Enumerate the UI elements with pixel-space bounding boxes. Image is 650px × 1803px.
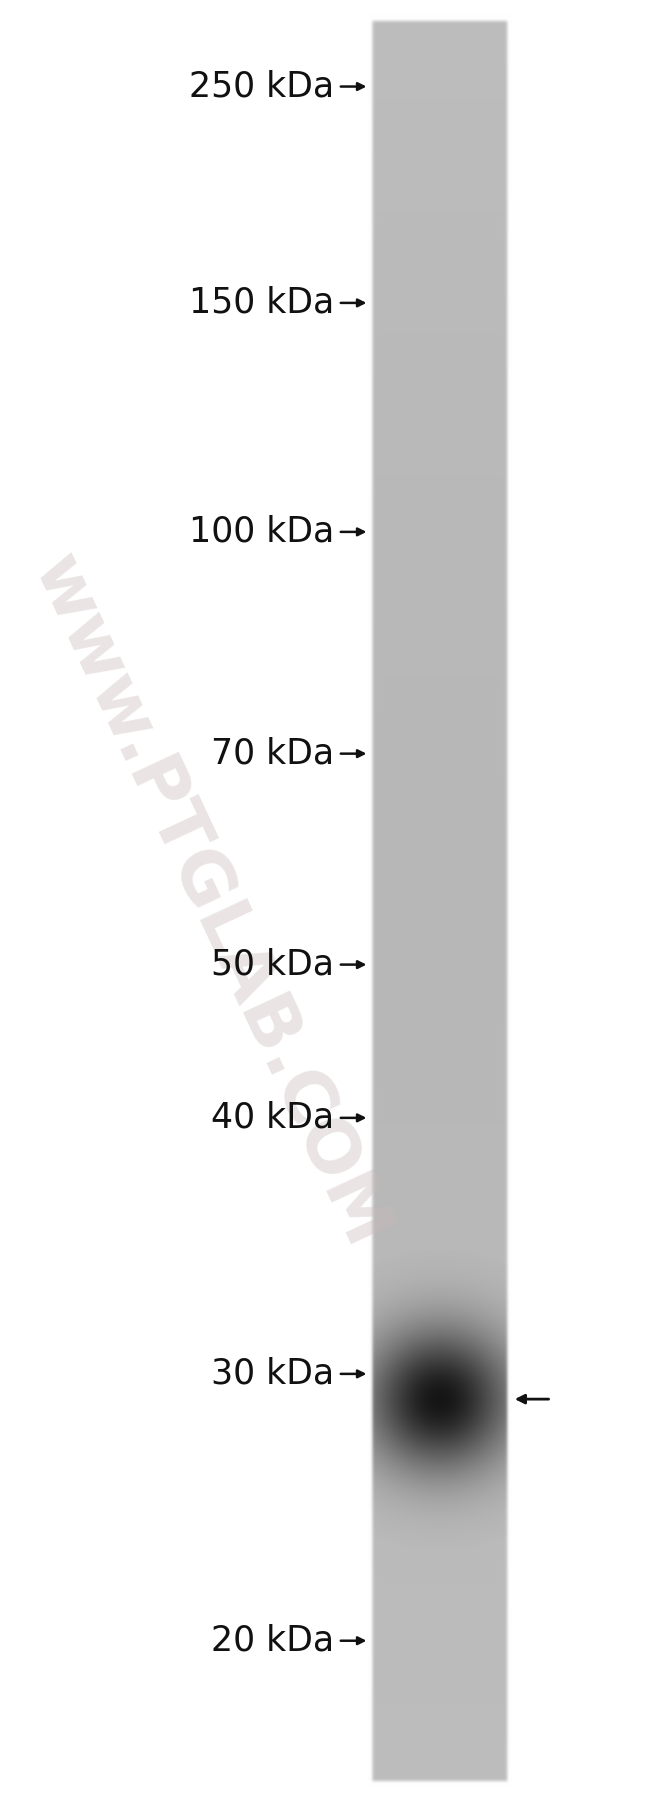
Text: 50 kDa: 50 kDa — [211, 948, 334, 981]
Text: 40 kDa: 40 kDa — [211, 1102, 334, 1134]
Text: 70 kDa: 70 kDa — [211, 737, 334, 770]
Text: 250 kDa: 250 kDa — [188, 70, 334, 103]
Text: 150 kDa: 150 kDa — [188, 287, 334, 319]
Text: 100 kDa: 100 kDa — [188, 516, 334, 548]
Text: 30 kDa: 30 kDa — [211, 1358, 334, 1390]
Text: www.PTGLAB.COM: www.PTGLAB.COM — [18, 545, 400, 1258]
Text: 20 kDa: 20 kDa — [211, 1625, 334, 1657]
